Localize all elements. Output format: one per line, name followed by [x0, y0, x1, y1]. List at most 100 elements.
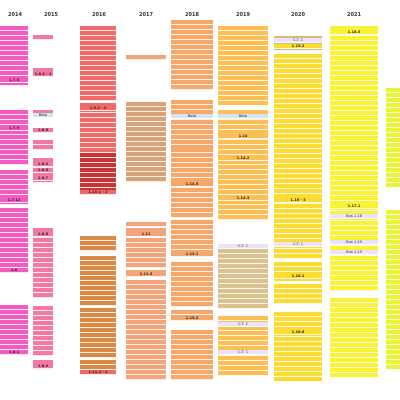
- release-label-2014: 1.8: [0, 268, 28, 273]
- release-block-2014: [0, 180, 28, 185]
- release-block-2014: [0, 160, 28, 165]
- release-label-2020: 1.16.1: [274, 274, 322, 279]
- release-block-2016: [80, 353, 116, 358]
- release-block-2014: [0, 190, 28, 195]
- release-label-2021: 1.17.1: [330, 204, 378, 209]
- release-block-2018: [171, 292, 213, 297]
- release-block-2015: [33, 278, 53, 283]
- release-block-2016: [80, 113, 116, 118]
- release-block-2021: [330, 348, 378, 353]
- release-block-2021b: [386, 98, 400, 103]
- release-block-2018: [171, 153, 213, 158]
- release-block-2018: [171, 158, 213, 163]
- release-block-2015: [33, 140, 53, 145]
- release-block-2016: [80, 158, 116, 163]
- release-block-2019: [218, 61, 268, 66]
- year-label-2021: 2021: [347, 12, 361, 18]
- release-block-2021: [330, 76, 378, 81]
- release-block-2020: [274, 322, 322, 327]
- release-block-2021: [330, 171, 378, 176]
- release-block-2017: [126, 258, 166, 263]
- release-block-2021: [330, 136, 378, 141]
- release-block-2021: [330, 176, 378, 181]
- release-block-2020: [274, 149, 322, 154]
- release-block-2016: [80, 46, 116, 51]
- release-block-2019: [218, 120, 268, 125]
- release-block-2014: [0, 135, 28, 140]
- release-block-2021b: [386, 355, 400, 360]
- release-block-2019: [218, 160, 268, 165]
- release-block-2019: [218, 316, 268, 321]
- release-block-2016: [80, 266, 116, 271]
- release-block-2016: [80, 71, 116, 76]
- release-block-2019: [218, 190, 268, 195]
- release-block-2021: [330, 333, 378, 338]
- release-block-2021: [330, 186, 378, 191]
- release-block-2019: [218, 279, 268, 284]
- release-block-2021: [330, 81, 378, 86]
- release-label-2019: C.T. 1: [218, 322, 268, 327]
- release-block-2017: [126, 375, 166, 380]
- release-block-2016: [80, 178, 116, 183]
- release-block-2020: [274, 79, 322, 84]
- release-block-2016: [80, 308, 116, 313]
- release-label-2019: Beta: [218, 114, 268, 119]
- release-block-2020: [274, 174, 322, 179]
- release-label-2015: 1.6.3 - 2: [33, 72, 53, 77]
- release-block-2018: [171, 220, 213, 225]
- release-block-2021b: [386, 290, 400, 295]
- release-block-2019: [218, 66, 268, 71]
- release-block-2018: [171, 375, 213, 380]
- release-block-2017: [126, 305, 166, 310]
- release-block-2019: [218, 145, 268, 150]
- release-block-2021b: [386, 360, 400, 365]
- release-block-2019: [218, 274, 268, 279]
- release-block-2018: [171, 135, 213, 140]
- release-block-2021b: [386, 325, 400, 330]
- release-block-2018: [171, 213, 213, 218]
- release-block-2014: [0, 340, 28, 345]
- release-block-2021: [330, 146, 378, 151]
- release-block-2020: [274, 54, 322, 59]
- release-block-2017: [126, 300, 166, 305]
- release-block-2018: [171, 80, 213, 85]
- release-block-2017: [126, 350, 166, 355]
- release-block-2014: [0, 320, 28, 325]
- release-block-2016: [80, 26, 116, 31]
- release-block-2021: [330, 196, 378, 201]
- release-block-2014: [0, 213, 28, 218]
- release-block-2021: [330, 286, 378, 291]
- release-block-2015: [33, 243, 53, 248]
- release-block-2015: [33, 253, 53, 258]
- release-block-2016: [80, 271, 116, 276]
- release-block-2014: [0, 238, 28, 243]
- release-block-2016: [80, 256, 116, 261]
- release-block-2016: [80, 36, 116, 41]
- release-block-2021: [330, 231, 378, 236]
- release-block-2014: [0, 120, 28, 125]
- release-block-2021: [330, 191, 378, 196]
- release-label-2016: 1.9.2 - 2: [80, 106, 116, 111]
- release-block-2014: [0, 185, 28, 190]
- year-label-2020: 2020: [291, 12, 305, 18]
- release-block-2021: [330, 66, 378, 71]
- release-block-2021b: [386, 340, 400, 345]
- release-block-2017: [126, 360, 166, 365]
- release-block-2016: [80, 168, 116, 173]
- release-block-2020: [274, 109, 322, 114]
- release-block-2021: [330, 363, 378, 368]
- release-block-2020: [274, 154, 322, 159]
- release-block-2021b: [386, 365, 400, 370]
- release-block-2020: [274, 367, 322, 372]
- release-block-2020: [274, 234, 322, 239]
- release-block-2019: [218, 150, 268, 155]
- release-block-2020: [274, 214, 322, 219]
- release-block-2017: [126, 335, 166, 340]
- release-block-2020: [274, 84, 322, 89]
- release-block-2016: [80, 123, 116, 128]
- release-block-2021b: [386, 173, 400, 178]
- release-block-2020: [274, 347, 322, 352]
- release-block-2021: [330, 358, 378, 363]
- release-block-2017: [126, 280, 166, 285]
- release-block-2014: [0, 315, 28, 320]
